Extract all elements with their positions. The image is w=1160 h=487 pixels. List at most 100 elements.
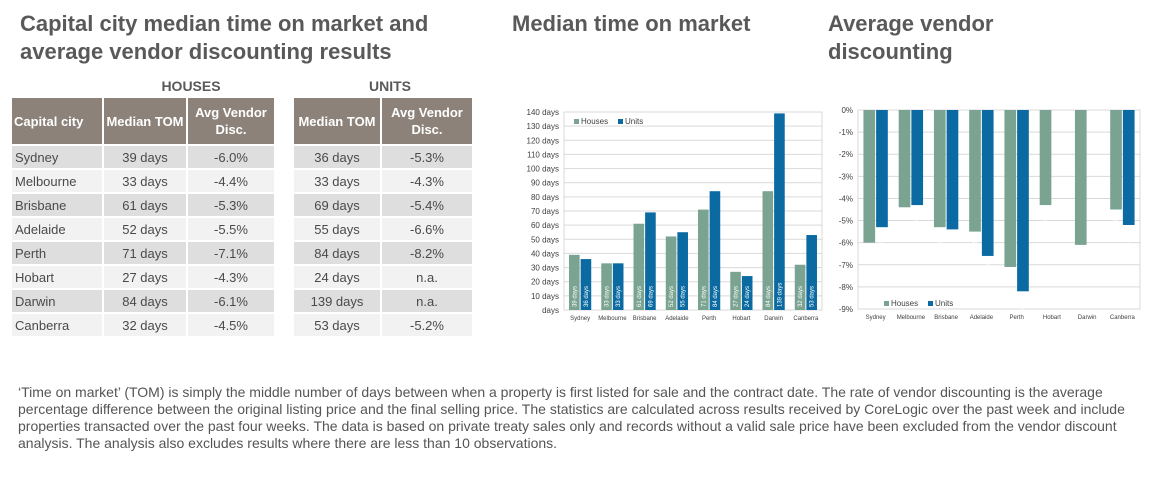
table-row: Perth 71 days -7.1% 84 days -8.2%: [12, 240, 474, 264]
cell-city: Perth: [12, 240, 104, 264]
chart2-title: Average vendor discounting: [828, 10, 993, 66]
data-label: -4.5%: [1114, 212, 1120, 228]
legend-label-houses: Houses: [581, 117, 608, 126]
cell-houses-disc: -5.3%: [188, 192, 276, 216]
data-label: 139 days: [777, 283, 783, 307]
data-label: 84 days: [766, 286, 772, 307]
bar-units: [806, 235, 817, 310]
data-label: -5.3%: [880, 230, 886, 246]
cell-houses-disc: -4.5%: [188, 312, 276, 336]
table-row: Canberra 32 days -4.5% 53 days -5.2%: [12, 312, 474, 336]
table-gap: [276, 144, 294, 168]
bar-units: [774, 113, 785, 311]
bar-houses: [762, 191, 774, 310]
table-gap: [276, 168, 294, 192]
y-tick-label: 50 days: [531, 235, 559, 244]
data-label: 61 days: [637, 286, 643, 307]
data-label: -4.3%: [1044, 207, 1050, 223]
y-tick-label: -4%: [839, 194, 853, 203]
cell-houses-disc: -4.4%: [188, 168, 276, 192]
x-tick-label: Brisbane: [633, 316, 657, 322]
table-gap: [276, 312, 294, 336]
table-gap: [276, 192, 294, 216]
cell-units-disc: -4.3%: [382, 168, 474, 192]
table-gap: [276, 98, 294, 144]
table-row: Hobart 27 days -4.3% 24 days n.a.: [12, 264, 474, 288]
x-tick-label: Canberra: [793, 316, 819, 322]
houses-group-header: HOUSES: [161, 78, 221, 94]
data-label: 24 days: [745, 286, 751, 307]
col-header-units-tom: Median TOM: [294, 98, 382, 144]
cell-houses-disc: -4.3%: [188, 264, 276, 288]
y-tick-label: 140 days: [527, 108, 559, 117]
cell-houses-disc: -7.1%: [188, 240, 276, 264]
data-label: -8.2%: [1021, 294, 1027, 310]
bar-houses: [863, 110, 876, 243]
x-tick-label: Sydney: [866, 315, 886, 321]
table-row: Melbourne 33 days -4.4% 33 days -4.3%: [12, 168, 474, 192]
chart1-title: Median time on market: [512, 11, 751, 36]
y-tick-label: 40 days: [531, 249, 559, 258]
cell-units-disc: -6.6%: [382, 216, 474, 240]
page-title-line-2: average vendor discounting results: [20, 39, 392, 64]
bar-houses: [1039, 110, 1052, 206]
y-tick-label: -6%: [839, 239, 853, 248]
bar-units: [709, 191, 721, 310]
cell-units-tom: 84 days: [294, 240, 382, 264]
data-label: -5.4%: [950, 232, 956, 248]
bar-houses: [698, 209, 709, 310]
data-label: 53 days: [810, 286, 816, 307]
data-label: 36 days: [584, 286, 590, 307]
cell-units-disc: -5.2%: [382, 312, 474, 336]
bar-units: [1122, 110, 1135, 225]
data-label: 55 days: [681, 286, 687, 307]
bar-units: [612, 263, 624, 310]
bar-units: [1017, 110, 1029, 292]
cell-city: Hobart: [12, 264, 104, 288]
data-label: 32 days: [798, 286, 804, 307]
table-row: Adelaide 52 days -5.5% 55 days -6.6%: [12, 216, 474, 240]
cell-units-tom: 33 days: [294, 168, 382, 192]
table-header-row: Capital city Median TOM Avg Vendor Disc.…: [12, 98, 474, 144]
cell-units-disc: n.a.: [382, 264, 474, 288]
chart2-title-line-1: Average vendor: [828, 11, 994, 36]
table-gap: [276, 288, 294, 312]
bar-houses: [633, 223, 645, 310]
cell-houses-tom: 71 days: [104, 240, 188, 264]
cell-city: Adelaide: [12, 216, 104, 240]
bar-houses: [730, 271, 741, 310]
data-label: 52 days: [669, 286, 675, 307]
page-title: Capital city median time on market and a…: [20, 10, 490, 66]
legend-swatch-houses: [574, 119, 579, 124]
tom-results-table: Capital city Median TOM Avg Vendor Disc.…: [12, 98, 474, 336]
data-label: -5.3%: [938, 230, 944, 246]
legend-label-units: Units: [625, 117, 643, 126]
cell-city: Darwin: [12, 288, 104, 312]
cell-houses-tom: 39 days: [104, 144, 188, 168]
bar-houses: [1110, 110, 1122, 210]
bar-units: [946, 110, 959, 230]
cell-units-disc: -5.4%: [382, 192, 474, 216]
table-gap: [276, 216, 294, 240]
cell-houses-tom: 27 days: [104, 264, 188, 288]
y-tick-label: -8%: [839, 283, 853, 292]
bar-houses: [665, 236, 677, 310]
data-label: -6.0%: [867, 245, 873, 261]
data-label: -6.6%: [986, 258, 992, 274]
col-header-units-disc: Avg Vendor Disc.: [382, 98, 474, 144]
cell-houses-tom: 32 days: [104, 312, 188, 336]
legend-swatch-houses: [884, 301, 889, 306]
cell-units-tom: 24 days: [294, 264, 382, 288]
table-row: Darwin 84 days -6.1% 139 days n.a.: [12, 288, 474, 312]
cell-units-tom: 53 days: [294, 312, 382, 336]
col-header-city: Capital city: [12, 98, 104, 144]
x-tick-label: Darwin: [764, 316, 783, 322]
cell-units-disc: -5.3%: [382, 144, 474, 168]
data-label: -6.1%: [1079, 247, 1085, 263]
x-tick-label: Melbourne: [897, 315, 926, 321]
cell-city: Melbourne: [12, 168, 104, 192]
table-gap: [276, 240, 294, 264]
data-label: 33 days: [616, 286, 622, 307]
cell-city: Sydney: [12, 144, 104, 168]
cell-units-tom: 55 days: [294, 216, 382, 240]
